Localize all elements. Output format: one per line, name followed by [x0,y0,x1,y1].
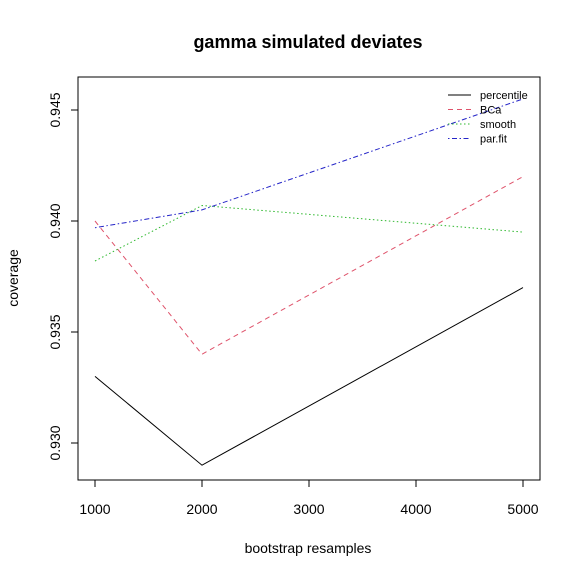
x-axis-label: bootstrap resamples [245,540,372,556]
y-tick-label: 0.940 [47,203,63,238]
series-line-percentile [95,288,523,466]
series-line-smooth [95,206,523,262]
chart-title: gamma simulated deviates [193,32,422,52]
legend-label: smooth [480,119,516,131]
y-axis: 0.930 0.935 0.940 0.945 [47,92,78,460]
series-lines [95,99,523,465]
x-tick-label: 5000 [507,501,538,517]
legend-label: percentile [480,90,528,102]
y-tick-label: 0.945 [47,92,63,127]
legend: percentile BCa smooth par.fit [448,90,528,146]
y-tick-label: 0.935 [47,314,63,349]
y-tick-label: 0.930 [47,425,63,460]
x-tick-label: 2000 [186,501,217,517]
x-tick-label: 3000 [293,501,324,517]
legend-label: BCa [480,105,502,117]
series-line-bca [95,177,523,355]
y-axis-label: coverage [5,249,21,307]
x-tick-label: 4000 [400,501,431,517]
x-tick-label: 1000 [79,501,110,517]
legend-label: par.fit [480,134,507,146]
x-axis: 1000 2000 3000 4000 5000 [79,480,538,517]
series-line-par-fit [95,99,523,228]
